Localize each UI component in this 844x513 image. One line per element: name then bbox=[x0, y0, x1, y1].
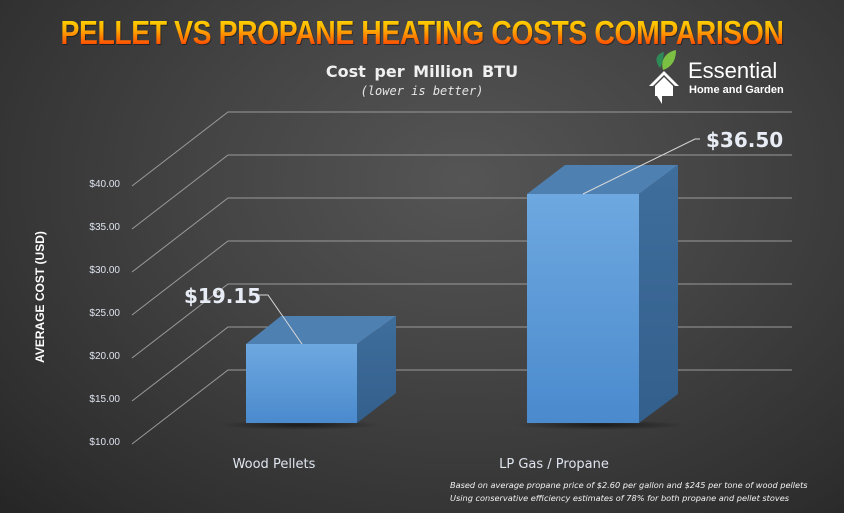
chart-note: (lower is better) bbox=[360, 84, 484, 98]
y-tick: $10.00 bbox=[89, 437, 120, 448]
brand-logo: Essential Home and Garden bbox=[646, 50, 806, 110]
logo-title: Essential bbox=[688, 58, 778, 83]
footnote-price: Based on average propane price of $2.60 … bbox=[450, 480, 808, 490]
y-tick: $15.00 bbox=[89, 394, 120, 405]
data-label-pellets: $19.15 bbox=[184, 284, 262, 308]
bar-wood-pellets bbox=[220, 316, 396, 430]
x-category-wood-pellets: Wood Pellets bbox=[232, 457, 316, 472]
y-tick: $25.00 bbox=[89, 308, 120, 319]
y-tick: $20.00 bbox=[89, 351, 120, 362]
logo-subtitle: Home and Garden bbox=[689, 84, 784, 96]
y-tick: $40.00 bbox=[89, 179, 120, 190]
house-leaf-icon bbox=[649, 50, 679, 104]
chart-subtitle: Cost per Million BTU bbox=[325, 62, 519, 81]
leader-line-propane bbox=[582, 138, 700, 195]
leader-line-pellets bbox=[259, 294, 303, 345]
x-category-propane: LP Gas / Propane bbox=[499, 457, 609, 472]
bar-propane bbox=[515, 165, 685, 430]
gridlines bbox=[131, 111, 792, 445]
y-axis-label: AVERAGE COST (USD) bbox=[33, 231, 47, 363]
y-tick: $35.00 bbox=[89, 222, 120, 233]
y-tick: $30.00 bbox=[89, 265, 120, 276]
data-label-propane: $36.50 bbox=[706, 128, 784, 152]
footnote-efficiency: Using conservative efficiency estimates … bbox=[450, 493, 790, 503]
page-title: PELLET VS PROPANE HEATING COSTS COMPARIS… bbox=[60, 14, 784, 51]
